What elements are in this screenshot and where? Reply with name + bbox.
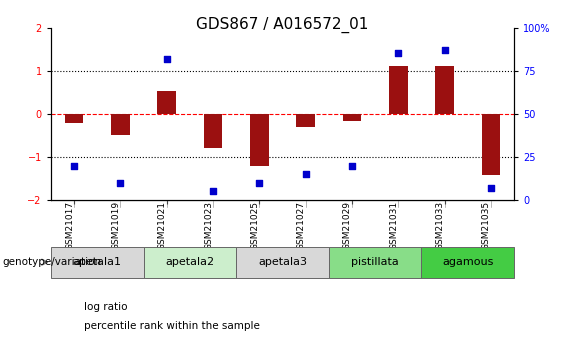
Bar <box>436 66 454 114</box>
Text: log ratio: log ratio <box>84 302 127 312</box>
Bar <box>144 247 236 278</box>
Bar <box>250 114 268 167</box>
Bar <box>204 114 222 148</box>
Text: GSM21035: GSM21035 <box>482 201 491 250</box>
Bar <box>297 114 315 127</box>
Text: genotype/variation: genotype/variation <box>3 257 102 267</box>
Text: GSM21019: GSM21019 <box>111 201 120 250</box>
Point <box>440 47 449 53</box>
Bar <box>65 114 83 124</box>
Point <box>162 56 171 61</box>
Bar <box>389 66 407 114</box>
Text: GSM21025: GSM21025 <box>250 201 259 250</box>
Bar <box>343 114 361 121</box>
Text: GSM21027: GSM21027 <box>297 201 306 250</box>
Point <box>208 189 218 194</box>
Text: GSM21029: GSM21029 <box>343 201 352 250</box>
Text: apetala2: apetala2 <box>166 257 214 267</box>
Text: GSM21021: GSM21021 <box>158 201 167 250</box>
Text: agamous: agamous <box>442 257 493 267</box>
Bar <box>482 114 500 175</box>
Text: apetala3: apetala3 <box>258 257 307 267</box>
Point <box>486 185 496 191</box>
Point <box>301 171 310 177</box>
Bar <box>51 247 144 278</box>
Text: GSM21031: GSM21031 <box>389 201 398 250</box>
Text: apetala1: apetala1 <box>73 257 121 267</box>
Text: GDS867 / A016572_01: GDS867 / A016572_01 <box>196 17 369 33</box>
Text: GSM21033: GSM21033 <box>436 201 445 250</box>
Point <box>255 180 264 186</box>
Text: GSM21017: GSM21017 <box>65 201 74 250</box>
Point <box>69 163 79 168</box>
Text: GSM21023: GSM21023 <box>204 201 213 250</box>
Bar <box>158 91 176 114</box>
Text: pistillata: pistillata <box>351 257 399 267</box>
Bar <box>421 247 514 278</box>
Bar <box>236 247 329 278</box>
Bar <box>329 247 421 278</box>
Bar <box>111 114 129 135</box>
Text: percentile rank within the sample: percentile rank within the sample <box>84 321 259 331</box>
Point <box>347 163 357 168</box>
Point <box>116 180 125 186</box>
Point <box>394 51 403 56</box>
